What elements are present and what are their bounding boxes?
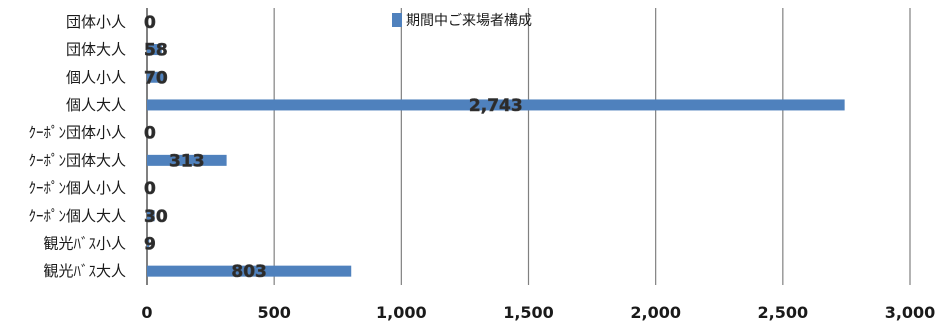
x-tick-label: 2,000 [630,303,681,322]
bar [147,210,155,222]
bar [147,44,162,56]
category-label: ｸｰﾎﾟﾝ個人小人 [28,179,126,197]
category-label: ｸｰﾎﾟﾝ団体大人 [28,151,126,169]
bar [147,99,845,111]
data-label: 0 [144,179,156,199]
x-tick-label: 0 [141,303,152,322]
data-labels: 0 58 70 2,743 0 313 0 30 9 803 [144,13,523,283]
x-tick-label: 1,500 [503,303,554,322]
legend-swatch [392,13,402,27]
bar [147,265,352,277]
bar [147,71,165,83]
data-label: 2,743 [469,96,523,116]
legend: 期間中ご来場者構成 [392,13,532,29]
x-tick-label: 2,500 [758,303,809,322]
tick-labels: 0 500 1,000 1,500 2,000 2,500 3,000 [141,303,935,322]
x-tick-label: 3,000 [885,303,936,322]
data-label: 0 [144,13,156,33]
gridlines [146,8,911,285]
bar [147,154,227,166]
category-label: 観光ﾊﾞｽ小人 [43,234,126,252]
data-label: 58 [144,41,168,61]
data-label: 803 [231,262,267,282]
data-label: 70 [144,68,168,88]
category-label: 団体小人 [66,13,126,31]
legend-series-name: 期間中ご来場者構成 [406,13,532,29]
data-label: 313 [169,151,205,171]
bar [147,237,150,249]
category-label: 個人小人 [66,68,126,86]
category-label: ｸｰﾎﾟﾝ団体小人 [28,124,126,142]
data-label: 9 [144,234,156,254]
category-label: 観光ﾊﾞｽ大人 [43,262,126,280]
data-label: 30 [144,207,168,227]
bars [147,44,845,277]
category-label: 団体大人 [66,41,126,59]
data-label: 0 [144,124,156,144]
category-label: ｸｰﾎﾟﾝ個人大人 [28,207,126,225]
category-label: 個人大人 [66,96,126,114]
x-tick-label: 500 [257,303,290,322]
x-tick-label: 1,000 [376,303,427,322]
